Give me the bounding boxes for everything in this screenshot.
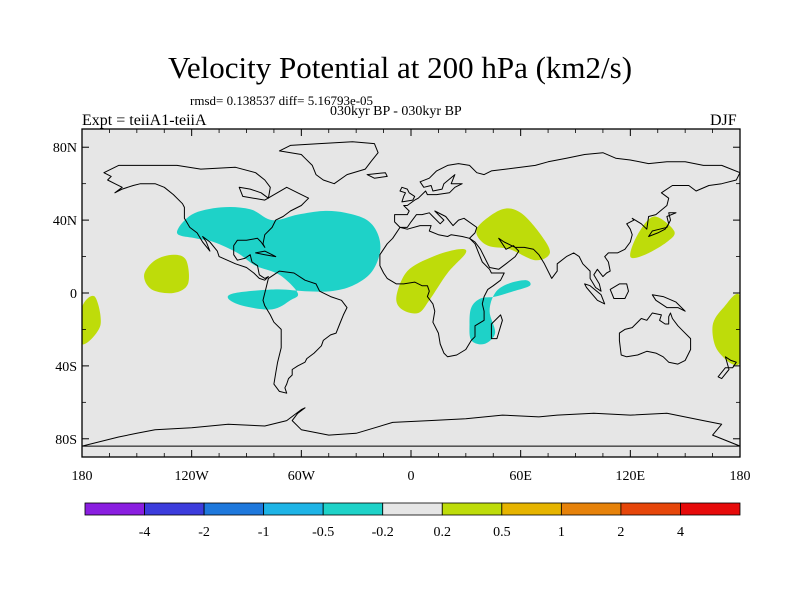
region-positive-atlantic-africa xyxy=(396,249,467,314)
region-negative-east-africa xyxy=(469,280,531,345)
season-label: DJF xyxy=(710,112,737,129)
colorbar-label: 2 xyxy=(617,525,624,540)
x-tick-label: 180 xyxy=(72,469,93,484)
colorbar-swatch xyxy=(501,502,562,516)
colorbar-label: -4 xyxy=(139,525,151,540)
region-negative-north-pacific-atlantic xyxy=(176,206,381,310)
x-tick-label: 180 xyxy=(730,469,751,484)
region-positive-south-pacific-east xyxy=(712,293,740,366)
coastline-north-america xyxy=(103,164,310,281)
colorbar-swatch xyxy=(560,502,622,516)
colorbar-swatch xyxy=(84,502,145,516)
coastline-madagascar xyxy=(490,314,503,340)
coastline-britain xyxy=(399,186,416,203)
coastline-japan xyxy=(648,212,677,237)
region-positive-central-pacific xyxy=(144,254,189,294)
coastline-sumatra xyxy=(584,283,606,305)
colorbar-label: -0.5 xyxy=(312,525,334,540)
colorbar-label: 0.5 xyxy=(493,525,511,540)
coastline-africa xyxy=(379,225,505,358)
coastline-antarctica xyxy=(82,407,740,447)
region-positive-middle-east xyxy=(476,208,551,261)
x-tick-label: 120W xyxy=(175,469,210,484)
y-tick-label: 80S xyxy=(55,433,77,448)
region-positive-east-asia xyxy=(630,216,675,259)
colorbar: -4 -2 -1 -0.5 -0.2 0.2 0.5 1 2 4 xyxy=(84,502,741,540)
y-tick-label: 40S xyxy=(55,360,77,375)
x-tick-label: 60W xyxy=(288,469,316,484)
y-tick-label: 80N xyxy=(53,141,77,156)
x-tick-label: 60E xyxy=(509,469,532,484)
x-tick-label: 0 xyxy=(408,469,415,484)
coastline-australia xyxy=(618,312,692,365)
chart-title: Velocity Potential at 200 hPa (km2/s) xyxy=(167,50,633,85)
colorbar-swatch xyxy=(144,502,205,516)
y-tick-label: 0 xyxy=(70,287,77,302)
colorbar-swatch xyxy=(441,502,503,516)
colorbar-label: 1 xyxy=(558,525,565,540)
colorbar-label: 4 xyxy=(677,525,684,540)
colorbar-swatch xyxy=(203,502,265,516)
coastline-greenland xyxy=(278,141,379,185)
colorbar-swatch xyxy=(382,502,443,516)
colorbar-swatch xyxy=(322,502,384,516)
coastline-borneo xyxy=(609,283,629,299)
coastline-cuba xyxy=(255,250,277,258)
colorbar-label: -0.2 xyxy=(372,525,394,540)
colorbar-label: 0.2 xyxy=(434,525,452,540)
coastline-iceland xyxy=(366,172,388,179)
colorbar-swatch xyxy=(680,502,741,516)
x-tick-label: 120E xyxy=(616,469,646,484)
coastlines xyxy=(82,141,740,447)
y-tick-label: 40N xyxy=(53,214,77,229)
coastline-new-guinea xyxy=(651,294,686,312)
chart-subtitle-stats: rmsd= 0.138537 diff= 5.16793e-05 xyxy=(190,93,374,108)
coastline-south-america xyxy=(262,270,348,394)
coastline-eurasia xyxy=(394,152,740,292)
colorbar-swatch xyxy=(263,502,324,516)
colorbar-label: -2 xyxy=(198,525,210,540)
x-axis-ticks: 180 120W 60W 0 60E 120E 180 xyxy=(72,129,751,484)
colorbar-swatch xyxy=(620,502,681,516)
contour-regions xyxy=(82,206,740,366)
chart-subtitle-periods: 030kyr BP - 030kyr BP xyxy=(330,104,462,119)
coastline-new-zealand xyxy=(717,356,737,380)
colorbar-label: -1 xyxy=(258,525,270,540)
experiment-label: Expt = teiiA1-teiiA xyxy=(82,112,207,129)
region-positive-south-pacific-west xyxy=(82,295,101,345)
y-axis-ticks: 80N 40N 0 40S 80S xyxy=(53,141,740,448)
